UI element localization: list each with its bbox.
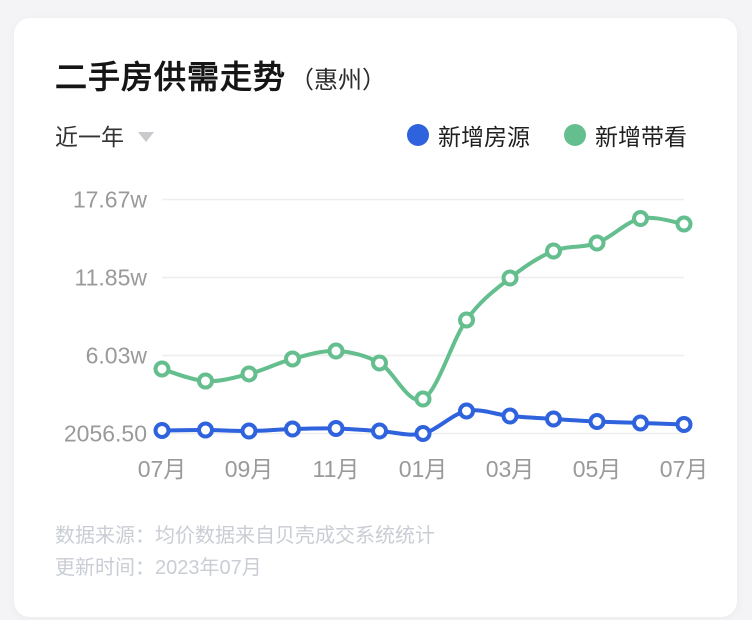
legend-dot-blue-icon <box>407 124 429 146</box>
x-axis-tick-label: 09月 <box>225 456 274 482</box>
data-point[interactable] <box>371 422 388 440</box>
data-point[interactable] <box>240 365 258 383</box>
data-point[interactable] <box>240 422 258 440</box>
data-point[interactable] <box>632 414 649 432</box>
update-time-note: 更新时间：2023年07月 <box>55 557 262 579</box>
data-point[interactable] <box>371 354 388 372</box>
data-point[interactable] <box>327 342 345 360</box>
data-point[interactable] <box>588 413 606 431</box>
data-point[interactable] <box>675 215 693 233</box>
chart-legend: 新增房源 新增带看 <box>407 118 687 152</box>
data-point[interactable] <box>545 242 562 260</box>
data-point[interactable] <box>197 421 214 439</box>
y-axis-tick-label: 17.67w <box>73 187 148 213</box>
y-axis-tick-label: 11.85w <box>75 264 148 290</box>
data-point[interactable] <box>153 421 171 439</box>
data-point[interactable] <box>501 269 519 287</box>
chart-card: 二手房供需走势 （惠州） 近一年 新增房源 新增带看 17.67w 11.85w 6.… <box>14 18 737 617</box>
series-line-新增带看 <box>160 215 686 402</box>
page-title: 二手房供需走势 （惠州） <box>55 52 386 98</box>
data-point[interactable] <box>284 420 301 438</box>
y-axis-tick-label: 6.03w <box>86 342 148 368</box>
x-axis-tick-label: 07月 <box>660 456 709 482</box>
data-point[interactable] <box>632 210 649 228</box>
data-point[interactable] <box>327 419 345 437</box>
controls-row: 近一年 新增房源 新增带看 <box>55 120 687 150</box>
chart-city-label: （惠州） <box>290 67 387 94</box>
time-range-label: 近一年 <box>55 124 124 150</box>
x-axis-tick-label: 03月 <box>486 456 535 482</box>
trend-line-chart[interactable]: 17.67w 11.85w 6.03w 2056.50 07月 09月 11月 01月 03月 0… <box>14 18 737 617</box>
legend-label-new-listings: 新增房源 <box>438 124 530 150</box>
data-point[interactable] <box>588 234 606 252</box>
data-point[interactable] <box>414 390 432 408</box>
data-source-note: 数据来源：均价数据来自贝壳成交系统统计 <box>55 525 435 547</box>
legend-label-new-viewings: 新增带看 <box>595 124 687 150</box>
legend-dot-green-icon <box>564 124 586 146</box>
x-axis-tick-label: 07月 <box>138 456 187 482</box>
data-point[interactable] <box>197 372 214 390</box>
data-point[interactable] <box>458 402 475 420</box>
data-point[interactable] <box>675 415 693 433</box>
data-point[interactable] <box>458 311 475 329</box>
data-point[interactable] <box>414 425 432 442</box>
chart-title: 二手房供需走势 <box>55 59 287 95</box>
x-axis-tick-label: 01月 <box>399 456 448 482</box>
data-point[interactable] <box>284 350 301 368</box>
data-point[interactable] <box>501 407 519 425</box>
data-point[interactable] <box>153 360 171 378</box>
data-point[interactable] <box>545 410 562 428</box>
y-axis-tick-label: 2056.50 <box>64 421 147 447</box>
x-axis-tick-label: 11月 <box>313 456 360 482</box>
legend-item-new-listings[interactable]: 新增房源 <box>407 118 530 152</box>
time-range-dropdown[interactable]: 近一年 <box>55 118 154 152</box>
legend-item-new-viewings[interactable]: 新增带看 <box>564 118 687 152</box>
chart-footer: 数据来源：均价数据来自贝壳成交系统统计 更新时间：2023年07月 <box>55 520 435 584</box>
x-axis-tick-label: 05月 <box>573 456 622 482</box>
chevron-down-icon <box>138 131 154 142</box>
